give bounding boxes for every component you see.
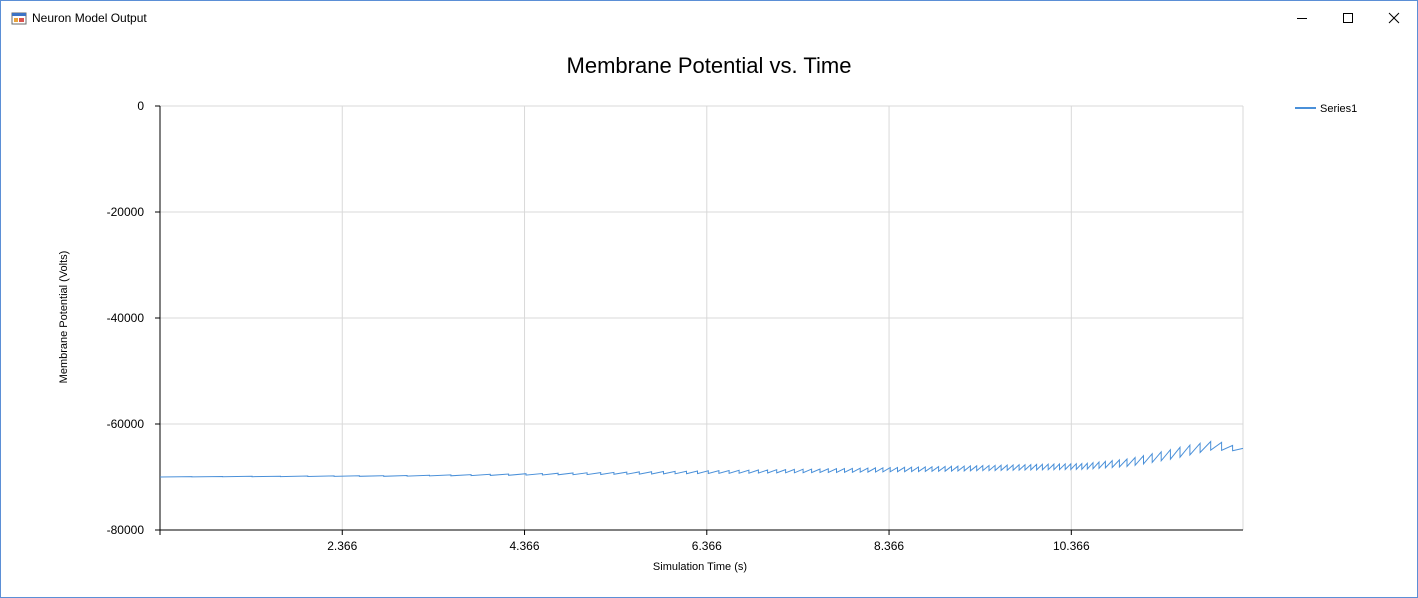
x-tick-label: 8.366 — [874, 539, 904, 553]
x-tick-label: 10.366 — [1053, 539, 1090, 553]
x-axis-title: Simulation Time (s) — [653, 561, 747, 573]
maximize-icon — [1343, 13, 1353, 23]
chart-axes — [159, 106, 1243, 531]
minimize-icon — [1297, 18, 1307, 19]
x-tick-label: 2.366 — [327, 539, 357, 553]
app-form-icon — [11, 12, 27, 25]
x-tick-label: 6.366 — [692, 539, 722, 553]
series1-line — [159, 440, 1244, 478]
chart-title: Membrane Potential vs. Time — [567, 53, 852, 78]
x-tick-label: 4.366 — [510, 539, 540, 553]
chart-grid — [160, 105, 1244, 531]
y-tick-label: -80000 — [107, 523, 145, 537]
y-tick-label: 0 — [137, 99, 144, 113]
legend-label-series1: Series1 — [1320, 103, 1357, 115]
chart-legend: Series1 — [1295, 103, 1357, 115]
maximize-button[interactable] — [1325, 1, 1371, 35]
chart-series — [159, 440, 1244, 478]
y-tick-label: -60000 — [107, 417, 145, 431]
y-tick-label: -20000 — [107, 205, 145, 219]
title-bar[interactable]: Neuron Model Output — [1, 1, 1417, 35]
window-title: Neuron Model Output — [32, 11, 147, 25]
minimize-button[interactable] — [1279, 1, 1325, 35]
y-tick-label: -40000 — [107, 311, 145, 325]
y-axis-title: Membrane Potential (Volts) — [58, 251, 70, 384]
close-button[interactable] — [1371, 1, 1417, 35]
chart-ticks: 0 -20000 -40000 -60000 -80000 2.366 4.366 6.366… — [107, 99, 1090, 553]
close-icon — [1388, 12, 1400, 24]
